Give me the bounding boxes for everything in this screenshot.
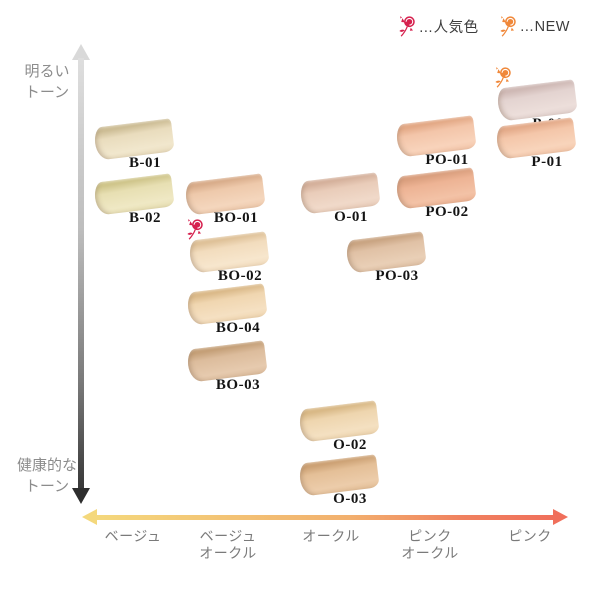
- shade-swatch-p-01: P-01: [495, 117, 577, 170]
- color-category-pink: ピンク: [508, 528, 552, 544]
- shade-label: BO-03: [215, 377, 261, 393]
- shade-swatch-bo-04: BO-04: [186, 283, 268, 336]
- tone-axis-top-label: 明るい トーン: [24, 63, 70, 101]
- shade-swatch-po-02: PO-02: [395, 167, 477, 220]
- shade-label: O-01: [334, 209, 368, 225]
- popular-rose-icon: [186, 218, 205, 241]
- tone-axis-bottom-label: 健康的な トーン: [16, 457, 77, 495]
- color-axis-shaft: [96, 515, 554, 520]
- shade-swatch-b-01: B-01: [93, 118, 175, 171]
- shade-label: PO-01: [425, 152, 469, 168]
- shade-label: O-02: [333, 437, 367, 453]
- new-legend-label: …NEW: [519, 18, 570, 35]
- popular-rose-icon: [398, 15, 417, 38]
- shade-label: PO-03: [375, 268, 419, 284]
- color-category-ochre: オークル: [302, 528, 360, 544]
- shade-swatch-o-01: O-01: [299, 172, 381, 225]
- shade-label: B-02: [129, 210, 161, 226]
- color-axis-left-arrowhead: [82, 509, 97, 525]
- color-category-pink-ochre: ピンク オークル: [401, 528, 459, 561]
- shade-swatch-o-03: O-03: [298, 454, 380, 507]
- legend: …人気色 …NEW: [398, 15, 570, 38]
- shade-label: BO-04: [215, 320, 261, 336]
- new-rose-icon: [499, 15, 518, 38]
- shade-swatch-po-01: PO-01: [395, 115, 477, 168]
- color-axis-right-arrowhead: [553, 509, 568, 525]
- popular-legend-item: …人気色: [398, 15, 479, 38]
- shade-label: O-03: [333, 491, 367, 507]
- shade-swatch-b-02: B-02: [93, 173, 175, 226]
- new-legend-item: …NEW: [499, 15, 570, 38]
- popular-legend-label: …人気色: [418, 20, 479, 36]
- shade-label: PO-02: [425, 204, 469, 220]
- shade-label: BO-01: [213, 210, 259, 226]
- shade-swatch-bo-03: BO-03: [186, 340, 268, 393]
- shade-swatch-o-02: O-02: [298, 400, 380, 453]
- shade-swatch-p-00: P-00: [495, 67, 578, 132]
- tone-axis-up-arrowhead: [72, 44, 90, 60]
- shade-label: BO-02: [217, 268, 263, 284]
- color-category-beige-ochre: ベージュ オークル: [199, 528, 257, 561]
- shade-label: P-01: [531, 154, 563, 170]
- tone-axis-shaft: [78, 58, 84, 489]
- shade-swatch-bo-02: BO-02: [187, 219, 270, 284]
- shade-swatch-po-03: PO-03: [345, 231, 427, 284]
- color-category-beige: ベージュ: [104, 528, 162, 544]
- tone-axis-down-arrowhead: [72, 488, 90, 504]
- new-rose-icon: [494, 66, 513, 89]
- shade-label: B-01: [129, 155, 161, 171]
- shade-swatch-bo-01: BO-01: [184, 173, 266, 226]
